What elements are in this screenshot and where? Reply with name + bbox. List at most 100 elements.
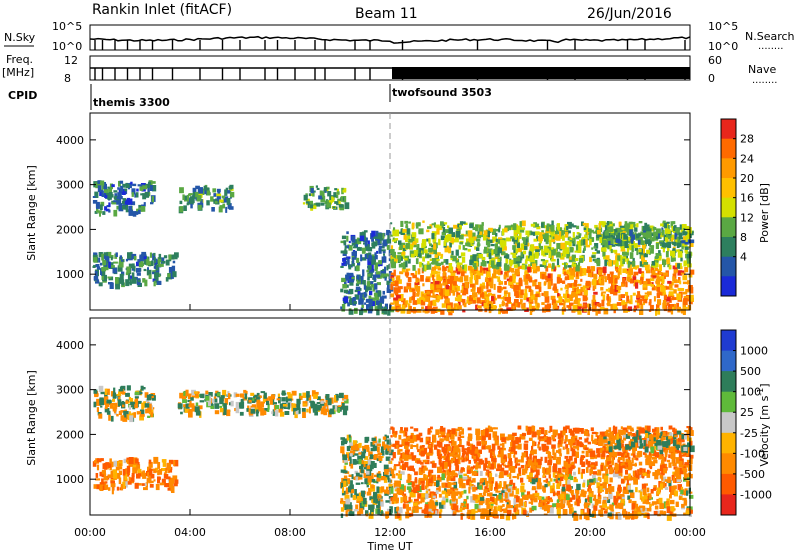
heatmap-cell <box>664 228 669 235</box>
heatmap-cell <box>392 239 396 242</box>
heatmap-cell <box>146 394 152 401</box>
heatmap-cell <box>682 281 688 285</box>
heatmap-cell <box>263 410 267 415</box>
heatmap-cell <box>363 284 366 290</box>
heatmap-cell <box>612 275 617 278</box>
heatmap-cell <box>472 226 476 230</box>
heatmap-cell <box>475 238 481 242</box>
heatmap-cell <box>522 432 526 440</box>
heatmap-cell <box>639 271 645 274</box>
heatmap-cell <box>163 255 168 259</box>
heatmap-cell <box>654 256 659 262</box>
heatmap-cell <box>583 227 587 231</box>
heatmap-cell <box>390 281 395 285</box>
heatmap-cell <box>689 294 694 302</box>
heatmap-cell <box>452 503 457 511</box>
nsearch-tick-top: 10^5 <box>708 20 738 33</box>
heatmap-cell <box>375 271 380 278</box>
heatmap-cell <box>384 491 389 496</box>
heatmap-cell <box>253 407 258 412</box>
heatmap-cell <box>487 241 491 248</box>
heatmap-cell <box>307 201 310 208</box>
heatmap-cell <box>678 237 684 240</box>
heatmap-cell <box>663 476 667 482</box>
heatmap-cell <box>544 304 549 310</box>
heatmap-cell <box>428 238 431 244</box>
heatmap-cell <box>414 477 418 483</box>
heatmap-cell <box>135 458 139 464</box>
heatmap-cell <box>395 288 398 292</box>
heatmap-cell <box>648 470 651 474</box>
heatmap-cell <box>364 444 370 450</box>
heatmap-cell <box>259 403 262 408</box>
heatmap-cell <box>186 194 190 202</box>
heatmap-cell <box>644 294 649 300</box>
heatmap-cell <box>468 443 471 447</box>
heatmap-cell <box>678 451 682 459</box>
heatmap-cell <box>118 204 124 212</box>
heatmap-cell <box>651 270 656 274</box>
heatmap-cell <box>623 514 626 518</box>
heatmap-cell <box>673 476 676 483</box>
heatmap-cell <box>126 266 131 274</box>
heatmap-cell <box>427 226 432 229</box>
heatmap-cell <box>345 487 349 494</box>
heatmap-cell <box>534 474 539 478</box>
heatmap-cell <box>500 244 505 250</box>
heatmap-cell <box>374 252 377 256</box>
heatmap-cell <box>642 505 646 511</box>
heatmap-cell <box>459 276 463 283</box>
heatmap-cell <box>110 477 115 480</box>
heatmap-cell <box>549 478 553 482</box>
heatmap-cell <box>607 300 611 307</box>
heatmap-cell <box>256 404 260 411</box>
heatmap-cell <box>604 225 608 232</box>
heatmap-cell <box>188 404 193 407</box>
heatmap-cell <box>227 190 231 194</box>
heatmap-cell <box>394 480 399 488</box>
heatmap-cell <box>459 507 463 512</box>
heatmap-cell <box>647 501 651 505</box>
heatmap-cell <box>529 308 533 315</box>
heatmap-cell <box>111 461 114 468</box>
heatmap-cell <box>630 238 634 243</box>
heatmap-cell <box>463 489 467 494</box>
heatmap-cell <box>528 501 533 504</box>
heatmap-cell <box>588 491 593 497</box>
heatmap-cell <box>372 437 375 445</box>
heatmap-cell <box>600 292 603 297</box>
heatmap-cell <box>360 460 364 464</box>
heatmap-cell <box>187 393 192 400</box>
heatmap-cell <box>642 302 645 306</box>
heatmap-cell <box>113 190 118 193</box>
heatmap-cell <box>587 266 591 270</box>
heatmap-cell <box>679 224 683 230</box>
heatmap-cell <box>673 225 677 228</box>
heatmap-cell <box>617 513 622 520</box>
heatmap-cell <box>569 497 573 502</box>
heatmap-cell <box>686 256 691 264</box>
heatmap-cell <box>653 510 658 516</box>
heatmap-cell <box>305 198 310 202</box>
heatmap-cell <box>657 299 662 306</box>
heatmap-cell <box>625 514 631 520</box>
heatmap-cell <box>611 502 615 507</box>
heatmap-cell <box>444 281 448 288</box>
heatmap-cell <box>661 272 666 280</box>
heatmap-cell <box>675 438 679 444</box>
heatmap-cell <box>430 283 435 290</box>
heatmap-cell <box>667 306 672 313</box>
heatmap-cell <box>430 512 435 516</box>
heatmap-cell <box>108 474 113 478</box>
heatmap-cell <box>608 221 613 224</box>
heatmap-cell <box>513 257 517 265</box>
heatmap-cell <box>509 490 514 497</box>
heatmap-cell <box>472 487 476 492</box>
heatmap-cell <box>450 237 455 243</box>
heatmap-cell <box>535 490 538 494</box>
heatmap-cell <box>406 275 409 278</box>
heatmap-cell <box>671 457 675 464</box>
heatmap-cell <box>357 474 363 478</box>
heatmap-cell <box>497 247 502 254</box>
heatmap-cell <box>386 280 391 285</box>
